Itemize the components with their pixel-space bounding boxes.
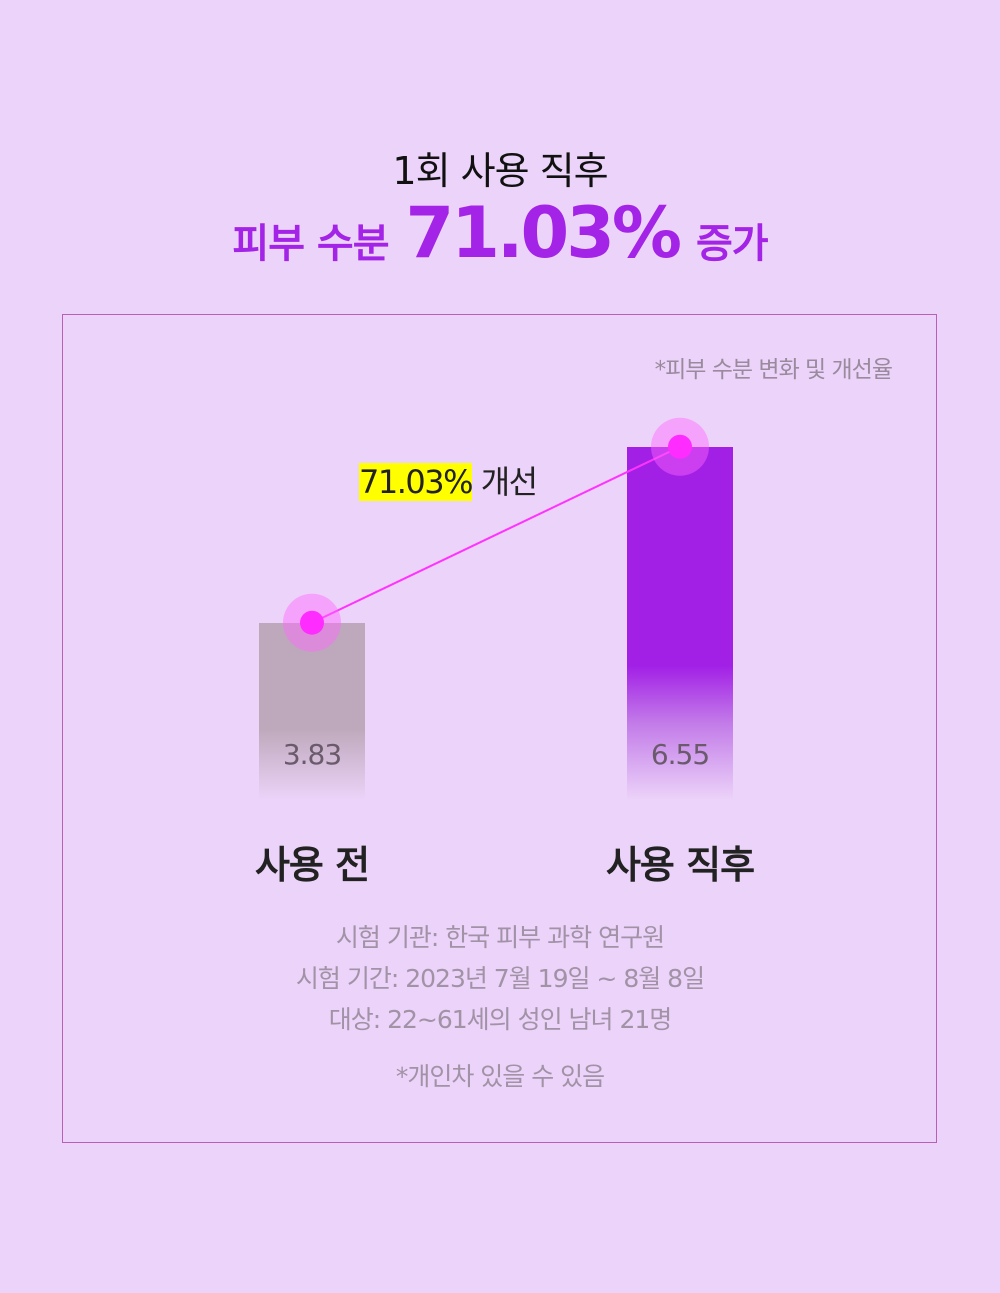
value-label-after: 6.55 bbox=[650, 738, 710, 771]
marker-dot-after bbox=[668, 434, 692, 459]
marker-dot-before bbox=[300, 610, 324, 635]
value-label-before: 3.83 bbox=[282, 738, 342, 771]
improvement-annotation: 71.03% 개선 bbox=[359, 457, 538, 503]
headline-value: 71.03% bbox=[401, 192, 683, 274]
category-label-before: 사용 전 bbox=[254, 843, 370, 887]
info-subjects: 대상: 22~61세의 성인 남녀 21명 bbox=[328, 1005, 673, 1034]
disclaimer: *개인차 있을 수 있음 bbox=[395, 1062, 605, 1091]
headline-suffix: 증가 bbox=[695, 221, 769, 267]
info-period: 시험 기간: 2023년 7월 19일 ~ 8월 8일 bbox=[295, 964, 705, 993]
connector-line bbox=[311, 445, 681, 624]
headline: 피부 수분 71.03% 증가 bbox=[0, 192, 1000, 274]
category-label-after: 사용 직후 bbox=[605, 843, 755, 887]
bar-after bbox=[627, 446, 733, 800]
headline-prefix: 피부 수분 bbox=[232, 221, 389, 267]
chart-title: *피부 수분 변화 및 개선율 bbox=[654, 357, 893, 383]
bar-before bbox=[259, 622, 365, 800]
chart-frame bbox=[62, 314, 937, 1143]
improvement-value: 71.03% bbox=[359, 463, 474, 501]
improvement-text: 개선 bbox=[480, 463, 538, 501]
subtitle: 1회 사용 직후 bbox=[392, 149, 608, 193]
info-institution: 시험 기관: 한국 피부 과학 연구원 bbox=[335, 923, 665, 952]
